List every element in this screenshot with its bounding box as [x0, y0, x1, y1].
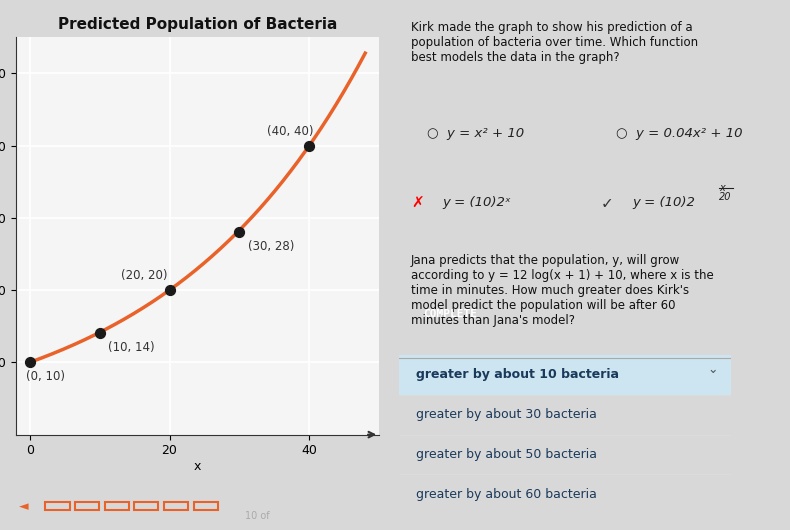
FancyBboxPatch shape — [399, 355, 731, 395]
Text: (30, 28): (30, 28) — [248, 240, 294, 253]
Text: ✓: ✓ — [600, 196, 613, 211]
Point — [93, 329, 106, 338]
Text: 10 of: 10 of — [245, 511, 269, 520]
Title: Predicted Population of Bacteria: Predicted Population of Bacteria — [58, 17, 337, 32]
Text: greater by about 10 bacteria: greater by about 10 bacteria — [416, 368, 619, 382]
Text: y = (10)2: y = (10)2 — [632, 196, 695, 209]
Text: ○  y = 0.04x² + 10: ○ y = 0.04x² + 10 — [616, 127, 743, 140]
Text: y = (10)2ˣ: y = (10)2ˣ — [442, 196, 511, 209]
Text: COMPLETE: COMPLETE — [423, 309, 477, 319]
Text: Kirk made the graph to show his prediction of a
population of bacteria over time: Kirk made the graph to show his predicti… — [411, 21, 698, 64]
Text: greater by about 60 bacteria: greater by about 60 bacteria — [416, 488, 596, 501]
Text: ✗: ✗ — [411, 196, 423, 211]
Text: (0, 10): (0, 10) — [26, 370, 66, 383]
Text: greater by about 30 bacteria: greater by about 30 bacteria — [416, 408, 596, 421]
Text: (10, 14): (10, 14) — [108, 341, 155, 355]
Text: ⌄: ⌄ — [707, 363, 717, 376]
Text: greater by about 50 bacteria: greater by about 50 bacteria — [416, 448, 596, 461]
Text: (40, 40): (40, 40) — [267, 125, 314, 138]
Text: 20: 20 — [719, 192, 732, 202]
Point — [233, 228, 246, 236]
Text: Jana predicts that the population, y, will grow
according to y = 12 log(x + 1) +: Jana predicts that the population, y, wi… — [411, 254, 713, 328]
Point — [164, 286, 176, 294]
X-axis label: x: x — [194, 460, 201, 473]
Text: x: x — [719, 183, 724, 193]
Point — [24, 358, 36, 367]
Point — [303, 142, 316, 150]
Text: ◄: ◄ — [19, 500, 28, 513]
Text: (20, 20): (20, 20) — [121, 269, 167, 282]
Text: ○  y = x² + 10: ○ y = x² + 10 — [427, 127, 524, 140]
